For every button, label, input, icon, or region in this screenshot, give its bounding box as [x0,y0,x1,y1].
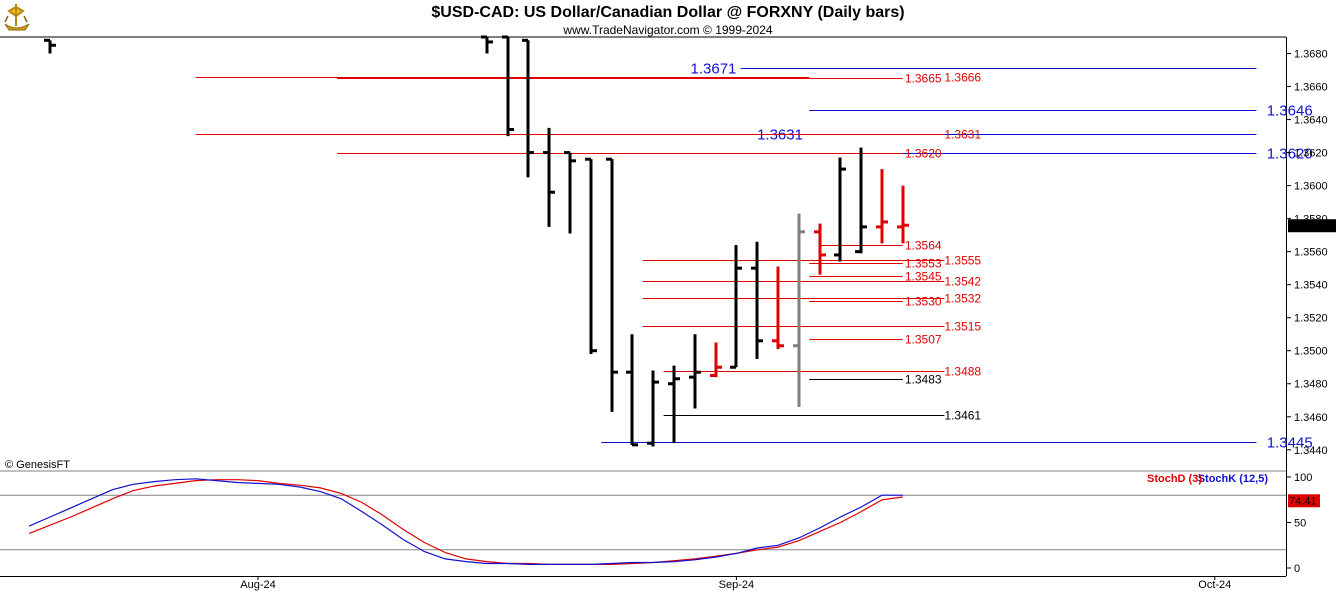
level-label-1.3461: 1.3461 [944,409,981,423]
price-bar [897,185,909,244]
price-bar [647,370,659,447]
stoch-legend-StochK (12,5): StochK (12,5) [1198,473,1269,485]
date-tick-label: Oct-24 [1198,579,1231,591]
price-bar [564,151,576,234]
price-bar [522,38,534,178]
level-label-1.3532: 1.3532 [944,292,981,306]
stoch-line-StochK (12,5) [28,478,903,566]
last-price-label: 1.3576 [1290,220,1324,232]
price-tick-label: 1.3620 [1294,148,1328,160]
price-tick-label: 1.3680 [1294,49,1328,61]
chart-title: $USD-CAD: US Dollar/Canadian Dollar @ FO… [431,4,904,21]
price-tick-label: 1.3440 [1294,445,1328,457]
price-tick-label: 1.3540 [1294,280,1328,292]
price-tick-label: 1.3520 [1294,313,1328,325]
price-bar [44,38,56,54]
level-label-1.3671: 1.3671 [691,61,737,78]
level-label-1.3488: 1.3488 [944,365,981,379]
panel-separator [0,470,1286,472]
level-label-1.3483: 1.3483 [905,373,942,387]
price-bar [502,35,514,137]
price-bar [606,157,618,412]
stoch-tick-label: 100 [1294,472,1312,484]
stoch-last-label: 74.41 [1289,495,1317,507]
date-tick-label: Aug-24 [240,579,275,591]
level-label-1.3545: 1.3545 [905,270,942,284]
credit-label: © GenesisFT [5,459,70,471]
axes: 1.36801.36601.36401.36201.36001.35801.35… [240,49,1336,591]
price-tick-label: 1.3480 [1294,379,1328,391]
level-label-1.3620: 1.3620 [1267,146,1313,163]
stoch-tick-label: 50 [1294,518,1306,530]
price-bar [626,334,638,447]
price-bar [543,127,555,227]
price-bar [481,35,493,54]
price-bar [814,223,826,275]
stoch-legend-StochD (3): StochD (3) [1147,473,1202,485]
price-bar [585,157,597,355]
header: $USD-CAD: US Dollar/Canadian Dollar @ FO… [4,4,905,471]
chart-subtitle: www.TradeNavigator.com © 1999-2024 [562,23,772,37]
price-bar [730,245,742,369]
price-tick-label: 1.3560 [1294,247,1328,259]
gold-ship-logo-icon [4,4,30,31]
price-bar [710,342,722,378]
price-bars [44,35,909,447]
level-label-1.3620: 1.3620 [905,147,942,161]
price-bar [834,157,846,262]
price-bar [689,334,701,409]
chart-frame [0,36,1287,577]
last-price-box [1288,219,1336,233]
stoch-tick-label: 0 [1294,563,1300,575]
price-tick-label: 1.3600 [1294,181,1328,193]
stochastic-panel: StochK (12,5)StochD (3) [28,473,1269,566]
level-label-1.3553: 1.3553 [905,257,942,271]
level-label-1.3665: 1.3665 [905,72,942,86]
stoch-line-StochD (3) [28,479,903,566]
price-bar [772,266,784,350]
level-label-1.3515: 1.3515 [944,320,981,334]
price-tick-label: 1.3660 [1294,82,1328,94]
date-tick-label: Sep-24 [719,579,754,591]
level-label-1.3666: 1.3666 [944,71,981,85]
level-label-1.3542: 1.3542 [944,275,981,289]
price-bar [793,213,805,407]
stoch-last-box [1288,494,1320,508]
price-bar [855,147,867,254]
level-label-1.3530: 1.3530 [905,295,942,309]
price-tick-label: 1.3460 [1294,412,1328,424]
price-bar [876,169,888,244]
level-label-1.3631: 1.3631 [944,128,981,142]
price-tick-label: 1.3500 [1294,346,1328,358]
level-label-1.3564: 1.3564 [905,239,942,253]
price-bar [668,365,680,444]
level-label-1.3445: 1.3445 [1267,435,1313,452]
level-label-1.3507: 1.3507 [905,333,942,347]
price-bar [751,241,763,359]
level-label-1.3646: 1.3646 [1267,103,1313,120]
level-label-1.3555: 1.3555 [944,254,981,268]
price-tick-label: 1.3640 [1294,115,1328,127]
